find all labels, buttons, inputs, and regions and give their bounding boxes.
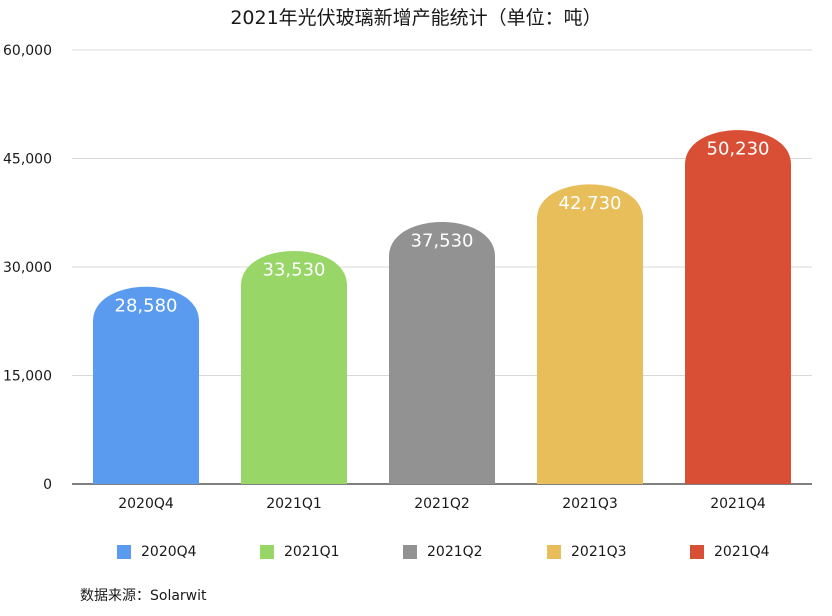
data-label: 28,580 <box>115 295 178 316</box>
bar-2020q4 <box>93 286 199 484</box>
legend-label: 2021Q2 <box>427 544 483 560</box>
legend-item: 2020Q4 <box>117 540 197 564</box>
legend-item: 2021Q3 <box>547 540 627 564</box>
bars: 28,580 33,530 37,530 42,730 50,230 <box>93 130 791 484</box>
legend-item: 2021Q4 <box>690 540 770 564</box>
y-tick-label: 45,000 <box>3 152 52 168</box>
bar-2021q1 <box>241 250 347 484</box>
legend-label: 2021Q1 <box>284 544 340 560</box>
bar-chart: 0 15,000 30,000 45,000 60,000 28,580 33,530 37… <box>3 43 812 512</box>
legend-swatch <box>690 545 704 559</box>
legend-swatch <box>403 545 417 559</box>
x-axis-labels: 2020Q4 2021Q1 2021Q2 2021Q3 2021Q4 <box>118 496 766 512</box>
y-tick-label: 60,000 <box>3 43 52 59</box>
legend-item: 2021Q1 <box>260 540 340 564</box>
x-tick-label: 2021Q4 <box>710 496 766 512</box>
y-tick-label: 15,000 <box>3 369 52 385</box>
chart-title: 2021年光伏玻璃新增产能统计（单位：吨） <box>230 7 602 29</box>
data-label: 33,530 <box>263 259 326 280</box>
bar-2021q3 <box>537 184 643 484</box>
source-note: 数据来源：Solarwit <box>80 588 207 604</box>
x-tick-label: 2021Q3 <box>562 496 618 512</box>
bar-2021q2 <box>389 222 495 484</box>
x-tick-label: 2020Q4 <box>118 496 174 512</box>
legend: 2020Q4 2021Q1 2021Q2 2021Q3 2021Q4 <box>0 540 832 564</box>
legend-swatch <box>117 545 131 559</box>
data-label: 50,230 <box>707 139 770 160</box>
y-tick-label: 30,000 <box>3 260 52 276</box>
legend-label: 2021Q3 <box>571 544 627 560</box>
legend-swatch <box>260 545 274 559</box>
legend-item: 2021Q2 <box>403 540 483 564</box>
x-tick-label: 2021Q1 <box>266 496 322 512</box>
data-label: 42,730 <box>559 193 622 214</box>
data-label: 37,530 <box>411 231 474 252</box>
legend-swatch <box>547 545 561 559</box>
bar-2021q4 <box>685 130 791 484</box>
y-axis-ticks: 0 15,000 30,000 45,000 60,000 <box>3 43 52 493</box>
legend-label: 2021Q4 <box>714 544 770 560</box>
x-tick-label: 2021Q2 <box>414 496 470 512</box>
y-tick-label: 0 <box>43 477 52 493</box>
legend-label: 2020Q4 <box>141 544 197 560</box>
